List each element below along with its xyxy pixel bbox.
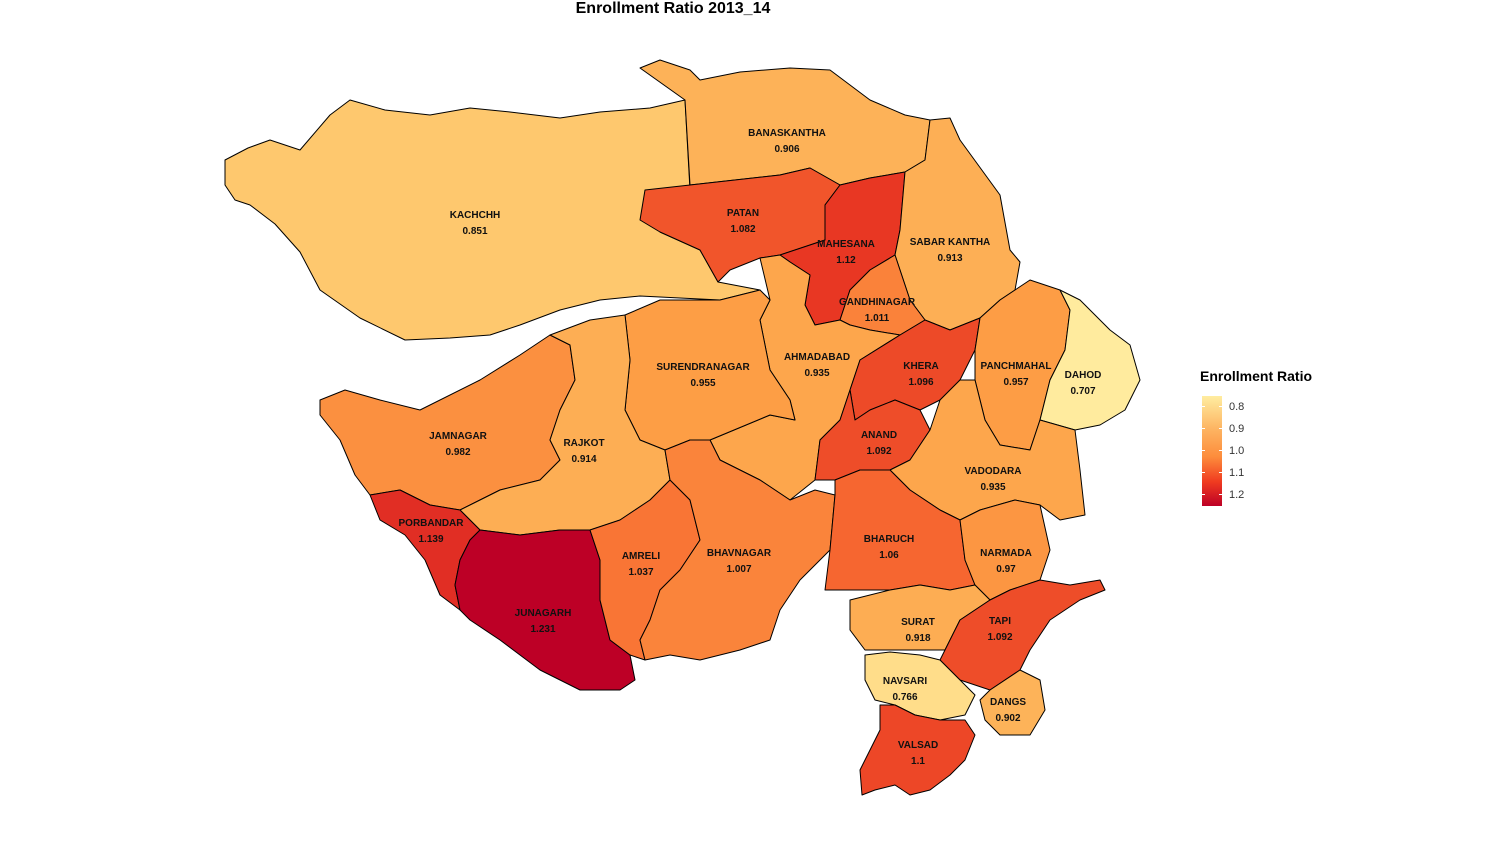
district-dangs [979, 669, 1046, 736]
district-name-dahod: DAHOD [1065, 370, 1102, 381]
legend-gradient [1202, 396, 1222, 506]
district-name-valsad: VALSAD [898, 740, 938, 751]
district-name-tapi: TAPI [989, 616, 1011, 627]
district-name-panchmahal: PANCHMAHAL [981, 361, 1052, 372]
district-value-porbandar: 1.139 [418, 534, 443, 545]
district-value-khera: 1.096 [908, 377, 933, 388]
district-value-rajkot: 0.914 [571, 454, 596, 465]
district-tapi [939, 579, 1106, 691]
district-value-kachchh: 0.851 [462, 226, 487, 237]
district-name-sabar-kantha: SABAR KANTHA [910, 237, 991, 248]
district-name-vadodara: VADODARA [964, 466, 1021, 477]
district-name-anand: ANAND [861, 430, 897, 441]
district-name-dangs: DANGS [990, 697, 1026, 708]
district-name-jamnagar: JAMNAGAR [429, 431, 488, 442]
district-name-narmada: NARMADA [980, 548, 1032, 559]
district-name-khera: KHERA [903, 361, 939, 372]
district-navsari [864, 651, 976, 721]
district-name-banaskantha: BANASKANTHA [748, 128, 826, 139]
legend-tick-label: 0.8 [1229, 401, 1245, 413]
district-name-surat: SURAT [901, 617, 935, 628]
district-name-surendranagar: SURENDRANAGAR [656, 362, 750, 373]
district-name-mahesana: MAHESANA [817, 239, 875, 250]
district-value-ahmadabad: 0.935 [804, 368, 829, 379]
map-title: Enrollment Ratio 2013_14 [575, 0, 771, 17]
district-value-tapi: 1.092 [987, 632, 1012, 643]
district-name-junagarh: JUNAGARH [515, 608, 572, 619]
district-value-surat: 0.918 [905, 633, 930, 644]
district-name-amreli: AMRELI [622, 551, 661, 562]
district-value-jamnagar: 0.982 [445, 447, 470, 458]
district-name-patan: PATAN [727, 208, 759, 219]
district-value-amreli: 1.037 [628, 567, 653, 578]
district-value-panchmahal: 0.957 [1003, 377, 1028, 388]
gujarat-district-map: KACHCHH 0.851 BANASKANTHA 0.906 PATAN 1.082 MA… [224, 59, 1141, 796]
district-value-narmada: 0.97 [996, 564, 1016, 575]
legend: Enrollment Ratio 0.8 0.9 1.0 1.1 1.2 [1200, 368, 1313, 506]
legend-tick-label: 1.1 [1229, 467, 1245, 479]
district-junagarh [454, 529, 636, 691]
district-value-surendranagar: 0.955 [690, 378, 715, 389]
legend-tick-label: 0.9 [1229, 423, 1245, 435]
district-value-dahod: 0.707 [1070, 386, 1095, 397]
district-value-navsari: 0.766 [892, 692, 917, 703]
district-value-mahesana: 1.12 [836, 255, 856, 266]
district-value-bhavnagar: 1.007 [726, 564, 751, 575]
legend-tick-label: 1.0 [1229, 445, 1245, 457]
district-name-bharuch: BHARUCH [864, 534, 915, 545]
district-dahod [1039, 289, 1141, 431]
legend-title: Enrollment Ratio [1200, 368, 1313, 384]
district-name-kachchh: KACHCHH [450, 210, 501, 221]
district-value-sabar-kantha: 0.913 [937, 253, 962, 264]
legend-tick-label: 1.2 [1229, 489, 1245, 501]
district-name-navsari: NAVSARI [883, 676, 927, 687]
district-name-porbandar: PORBANDAR [399, 518, 465, 529]
district-name-bhavnagar: BHAVNAGAR [707, 548, 772, 559]
district-value-banaskantha: 0.906 [774, 144, 799, 155]
district-value-junagarh: 1.231 [530, 624, 555, 635]
district-value-valsad: 1.1 [911, 756, 925, 767]
district-value-bharuch: 1.06 [879, 550, 899, 561]
district-name-ahmadabad: AHMADABAD [784, 352, 850, 363]
district-value-gandhinagar: 1.011 [865, 313, 890, 324]
district-valsad [859, 704, 976, 796]
district-value-dangs: 0.902 [995, 713, 1020, 724]
district-value-patan: 1.082 [730, 224, 755, 235]
district-name-rajkot: RAJKOT [563, 438, 604, 449]
district-value-anand: 1.092 [866, 446, 891, 457]
district-name-gandhinagar: GANDHINAGAR [839, 297, 916, 308]
district-value-vadodara: 0.935 [980, 482, 1005, 493]
legend-colorbar: 0.8 0.9 1.0 1.1 1.2 [1200, 390, 1280, 506]
district-bhavnagar [639, 439, 836, 661]
